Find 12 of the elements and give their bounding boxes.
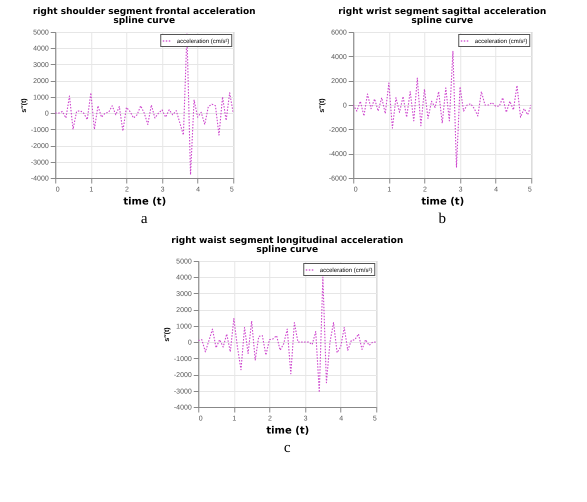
x-axis-title: time (t) [266,426,310,436]
text: c [284,440,291,456]
x-axis-title: time (t) [123,196,166,208]
chart-title: right waist segment longitudinal acceleration spline curve [171,236,404,255]
line-series [353,50,532,168]
chart-title: right wrist segment sagittal acceleration spline curve [338,7,546,26]
chart-title: right shoulder segment frontal acceleration spline curve [32,7,256,26]
line-series [55,33,234,176]
line-series [198,276,376,393]
x-axis-title: time (t) [421,196,464,208]
text: b [438,211,446,227]
text: a [140,211,148,227]
